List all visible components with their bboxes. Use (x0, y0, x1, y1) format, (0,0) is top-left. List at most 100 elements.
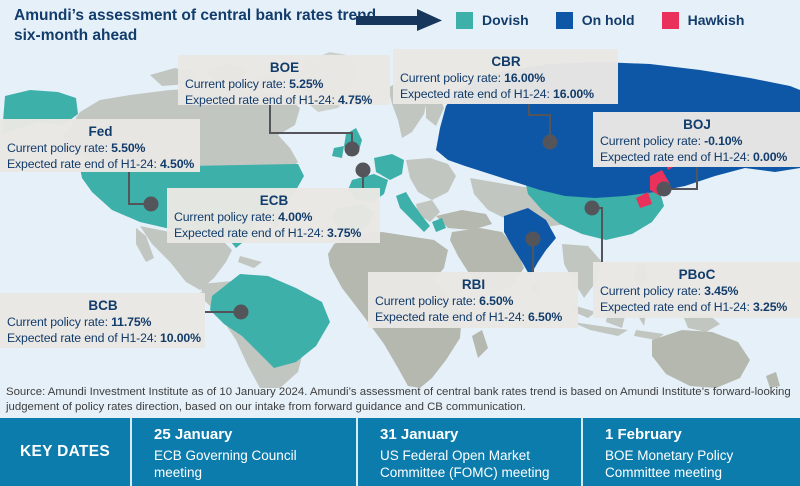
callout-bcb: BCB Current policy rate: 11.75% Expected… (0, 293, 205, 348)
current-rate-value: 16.00% (504, 70, 545, 85)
expected-rate-label: Expected rate end of H1-24: (600, 149, 750, 164)
anchor-dot-brazil (233, 304, 249, 320)
map-country-turkey (436, 210, 492, 230)
current-rate-line: Current policy rate: 3.45% (600, 284, 794, 300)
bank-name: RBI (461, 277, 486, 292)
event-date: 31 January (380, 426, 459, 443)
expected-rate-value: 4.75% (338, 92, 373, 107)
callout-pboc: PBoC Current policy rate: 3.45% Expected… (593, 262, 800, 318)
current-rate-label: Current policy rate: (600, 283, 701, 298)
callout-boj: BOJ Current policy rate: -0.10% Expected… (593, 112, 800, 167)
expected-rate-line: Expected rate end of H1-24: 6.50% (375, 310, 572, 326)
anchor-dot-india (525, 231, 541, 247)
on-hold-swatch-icon (555, 11, 573, 29)
current-rate-line: Current policy rate: -0.10% (600, 134, 794, 150)
legend-item-on-hold: On hold (555, 11, 635, 29)
bank-name: BOE (269, 60, 300, 75)
current-rate-label: Current policy rate: (7, 140, 108, 155)
expected-rate-line: Expected rate end of H1-24: 4.75% (185, 93, 384, 109)
current-rate-line: Current policy rate: 16.00% (400, 71, 612, 87)
current-rate-line: Current policy rate: 4.00% (174, 210, 374, 226)
expected-rate-line: Expected rate end of H1-24: 10.00% (7, 330, 201, 347)
map-eastern-europe (406, 158, 456, 222)
current-rate-line: Current policy rate: 5.25% (185, 77, 384, 93)
connector-fed (128, 172, 150, 205)
key-dates-bar: KEY DATES 25 January ECB Governing Counc… (0, 418, 800, 486)
bank-name: CBR (491, 54, 521, 69)
bank-name: BCB (88, 298, 118, 313)
current-rate-value: 5.25% (289, 76, 324, 91)
callout-rbi: RBI Current policy rate: 6.50% Expected … (368, 272, 578, 328)
expected-rate-label: Expected rate end of H1-24: (375, 309, 525, 324)
expected-rate-line: Expected rate end of H1-24: 0.00% (600, 150, 794, 166)
key-dates-title: KEY DATES (20, 443, 110, 460)
callout-connectors (128, 104, 698, 320)
event-description: ECB Governing Council meeting (154, 448, 297, 481)
bank-name: BOJ (683, 117, 711, 132)
map-country-australia (652, 330, 780, 388)
callout-fed: Fed Current policy rate: 5.50% Expected … (0, 119, 200, 172)
anchor-dot-usa (143, 196, 159, 212)
current-rate-value: 3.45% (704, 283, 739, 298)
anchor-dot-france (355, 162, 371, 178)
source-note: Source: Amundi Investment Institute as o… (6, 386, 791, 413)
legend-item-hawkish: Hawkish (661, 11, 745, 29)
current-rate-line: Current policy rate: 11.75% (7, 315, 199, 331)
event-description: US Federal Open Market Committee (FOMC) … (380, 448, 550, 481)
trend-arrow-icon (356, 9, 442, 31)
hawkish-swatch-icon (661, 11, 679, 29)
expected-rate-value: 3.25% (753, 299, 788, 314)
expected-rate-label: Expected rate end of H1-24: (185, 92, 335, 107)
expected-rate-value: 3.75% (327, 225, 362, 240)
expected-rate-value: 10.00% (160, 330, 201, 345)
page-title: Amundi’s assessment of central bank rate… (14, 7, 381, 45)
current-rate-label: Current policy rate: (7, 314, 108, 329)
legend-label: Hawkish (687, 12, 745, 28)
anchor-dot-japan (656, 181, 672, 197)
anchor-dot-russia (542, 134, 558, 150)
legend-label: On hold (581, 12, 635, 28)
callout-boe: BOE Current policy rate: 5.25% Expected … (178, 55, 390, 107)
key-date-event: 31 January US Federal Open Market Commit… (356, 418, 581, 486)
bank-name: ECB (259, 193, 289, 208)
legend-item-dovish: Dovish (456, 11, 529, 29)
current-rate-value: 11.75% (111, 314, 152, 329)
callout-cbr: CBR Current policy rate: 16.00% Expected… (393, 49, 618, 104)
expected-rate-line: Expected rate end of H1-24: 3.75% (174, 226, 374, 242)
bank-name: Fed (88, 124, 113, 139)
key-date-event: 25 January ECB Governing Council meeting (130, 418, 356, 486)
map-country-brazil (210, 274, 330, 368)
current-rate-value: -0.10% (704, 133, 743, 148)
anchor-dot-uk (344, 141, 360, 157)
map-southeast-asia (532, 244, 648, 318)
connector-cbr (528, 104, 551, 140)
expected-rate-label: Expected rate end of H1-24: (7, 330, 157, 345)
current-rate-value: 5.50% (111, 140, 146, 155)
callout-ecb: ECB Current policy rate: 4.00% Expected … (167, 188, 380, 243)
event-date: 25 January (154, 426, 233, 443)
event-description: BOE Monetary Policy Committee meeting (605, 448, 734, 481)
key-date-event: 1 February BOE Monetary Policy Committee… (581, 418, 798, 486)
expected-rate-line: Expected rate end of H1-24: 4.50% (7, 157, 194, 173)
current-rate-value: 4.00% (278, 209, 313, 224)
dovish-swatch-icon (456, 11, 473, 29)
expected-rate-value: 6.50% (528, 309, 563, 324)
connector-boe (269, 105, 353, 148)
current-rate-label: Current policy rate: (375, 293, 476, 308)
connector-boj (666, 167, 698, 190)
current-rate-label: Current policy rate: (400, 70, 501, 85)
current-rate-label: Current policy rate: (600, 133, 701, 148)
bank-name: PBoC (678, 267, 716, 282)
expected-rate-label: Expected rate end of H1-24: (7, 156, 157, 171)
expected-rate-line: Expected rate end of H1-24: 16.00% (400, 87, 612, 103)
event-date: 1 February (605, 426, 682, 443)
expected-rate-line: Expected rate end of H1-24: 3.25% (600, 300, 794, 316)
anchor-dot-china (584, 200, 600, 216)
expected-rate-label: Expected rate end of H1-24: (400, 86, 550, 101)
legend-label: Dovish (482, 12, 529, 28)
expected-rate-label: Expected rate end of H1-24: (174, 225, 324, 240)
current-rate-line: Current policy rate: 5.50% (7, 141, 194, 157)
expected-rate-label: Expected rate end of H1-24: (600, 299, 750, 314)
current-rate-label: Current policy rate: (174, 209, 275, 224)
